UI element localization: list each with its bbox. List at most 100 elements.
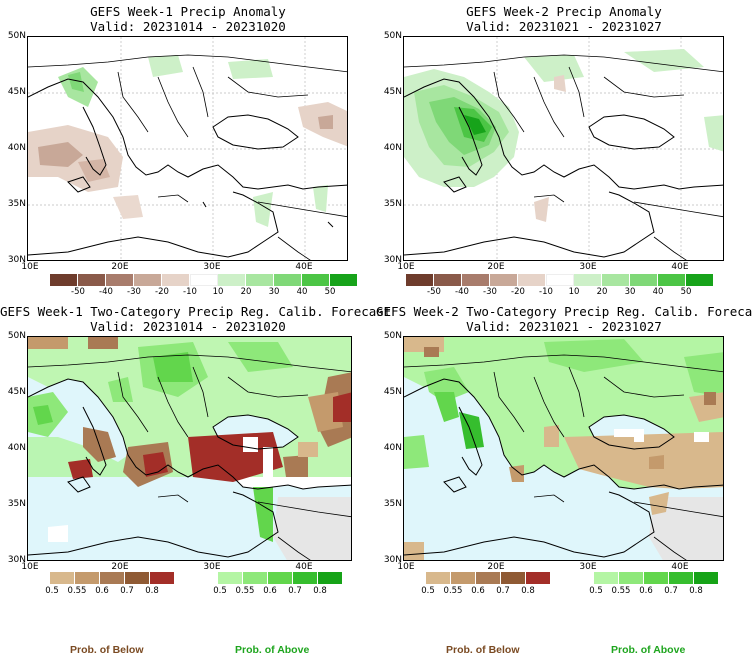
x-tick: 20E — [487, 262, 505, 272]
colorbar-label: 0.5 — [213, 586, 227, 596]
below-colorbar — [426, 572, 551, 584]
colorbar-label: 0.8 — [145, 586, 159, 596]
colorbar-label: -40 — [99, 287, 113, 297]
x-tick: 30E — [203, 262, 221, 272]
colorbar-label: 20 — [240, 287, 252, 297]
panel-week2-anomaly: GEFS Week-2 Precip Anomaly Valid: 202310… — [376, 0, 752, 300]
colorbar-label: 0.6 — [95, 586, 109, 596]
above-colorbar — [218, 572, 343, 584]
colorbar-label: 0.8 — [689, 586, 703, 596]
probability-map-graphic — [404, 337, 723, 560]
colorbar-label: 0.55 — [235, 586, 255, 596]
colorbar-label: 50 — [324, 287, 336, 297]
above-colorbar — [594, 572, 719, 584]
y-tick: 50N — [383, 31, 402, 41]
colorbar-label: 0.8 — [313, 586, 327, 596]
colorbar-label: 0.55 — [611, 586, 631, 596]
y-tick: 30N — [7, 555, 26, 565]
colorbar-label: 0.6 — [639, 586, 653, 596]
y-tick: 30N — [383, 255, 402, 265]
colorbar-label: 40 — [296, 287, 308, 297]
y-tick: 45N — [7, 87, 26, 97]
y-tick: 35N — [7, 499, 26, 509]
legend-prob-below: Prob. of Below — [446, 644, 520, 656]
colorbar-label: 10 — [212, 287, 224, 297]
y-tick: 35N — [7, 199, 26, 209]
colorbar-label: -10 — [539, 287, 553, 297]
x-tick: 10E — [21, 562, 39, 572]
x-tick: 20E — [111, 262, 129, 272]
colorbar-label: 0.55 — [443, 586, 463, 596]
x-tick: 40E — [295, 262, 313, 272]
x-tick: 30E — [579, 562, 597, 572]
y-tick: 50N — [383, 331, 402, 341]
panel-valid-dates: Valid: 20231014 - 20231020 — [90, 319, 286, 334]
probability-map-graphic — [28, 337, 351, 560]
colorbar-label: 20 — [596, 287, 608, 297]
x-tick: 30E — [579, 262, 597, 272]
colorbar-label: 0.55 — [67, 586, 87, 596]
colorbar-label: 0.7 — [664, 586, 678, 596]
colorbar-label: 0.8 — [521, 586, 535, 596]
y-tick: 50N — [7, 31, 26, 41]
x-tick: 10E — [397, 262, 415, 272]
probability-map — [403, 336, 724, 561]
colorbar-label: 10 — [568, 287, 580, 297]
legend-prob-above: Prob. of Above — [235, 644, 310, 656]
x-tick: 30E — [203, 562, 221, 572]
colorbar-label: 0.5 — [589, 586, 603, 596]
colorbar-label: -30 — [127, 287, 141, 297]
panel-title: GEFS Week-1 Two-Category Precip Reg. Cal… — [0, 304, 392, 319]
colorbar-label: 30 — [624, 287, 636, 297]
legend-prob-above: Prob. of Above — [611, 644, 686, 656]
colorbar-label: 0.5 — [421, 586, 435, 596]
colorbar-label: 50 — [680, 287, 692, 297]
y-tick: 40N — [383, 143, 402, 153]
y-tick: 35N — [383, 199, 402, 209]
panel-valid-dates: Valid: 20231021 - 20231027 — [466, 319, 662, 334]
panel-title: GEFS Week-2 Two-Category Precip Reg. Cal… — [376, 304, 752, 319]
x-tick: 40E — [671, 562, 689, 572]
colorbar-label: -20 — [511, 287, 525, 297]
colorbar-label: 0.6 — [263, 586, 277, 596]
anomaly-colorbar — [50, 274, 358, 286]
y-tick: 40N — [383, 443, 402, 453]
x-tick: 20E — [111, 562, 129, 572]
panel-title: GEFS Week-1 Precip Anomaly — [90, 4, 286, 19]
colorbar-label: 40 — [652, 287, 664, 297]
x-tick: 40E — [295, 562, 313, 572]
anomaly-map — [403, 36, 724, 261]
y-tick: 40N — [7, 143, 26, 153]
panel-valid-dates: Valid: 20231014 - 20231020 — [90, 19, 286, 34]
colorbar-label: -20 — [155, 287, 169, 297]
y-tick: 45N — [383, 87, 402, 97]
colorbar-label: 0.6 — [471, 586, 485, 596]
colorbar-label: 0.7 — [120, 586, 134, 596]
colorbar-label: 30 — [268, 287, 280, 297]
legend-prob-below: Prob. of Below — [70, 644, 144, 656]
anomaly-map-graphic — [404, 37, 723, 260]
panel-week2-probability: GEFS Week-2 Two-Category Precip Reg. Cal… — [376, 300, 752, 662]
anomaly-colorbar — [406, 274, 714, 286]
probability-map — [27, 336, 352, 561]
below-colorbar — [50, 572, 175, 584]
y-tick: 50N — [7, 331, 26, 341]
y-tick: 30N — [383, 555, 402, 565]
x-tick: 40E — [671, 262, 689, 272]
y-tick: 45N — [383, 387, 402, 397]
colorbar-label: 0.5 — [45, 586, 59, 596]
anomaly-map — [27, 36, 348, 261]
colorbar-label: -10 — [183, 287, 197, 297]
panel-week1-probability: GEFS Week-1 Two-Category Precip Reg. Cal… — [0, 300, 392, 662]
y-tick: 45N — [7, 387, 26, 397]
panel-week1-anomaly: GEFS Week-1 Precip Anomaly Valid: 202310… — [0, 0, 376, 300]
x-tick: 20E — [487, 562, 505, 572]
colorbar-label: -30 — [483, 287, 497, 297]
anomaly-map-graphic — [28, 37, 347, 260]
x-tick: 10E — [397, 562, 415, 572]
colorbar-label: 0.7 — [288, 586, 302, 596]
panel-title: GEFS Week-2 Precip Anomaly — [466, 4, 662, 19]
panel-valid-dates: Valid: 20231021 - 20231027 — [466, 19, 662, 34]
y-tick: 40N — [7, 443, 26, 453]
colorbar-label: 0.7 — [496, 586, 510, 596]
